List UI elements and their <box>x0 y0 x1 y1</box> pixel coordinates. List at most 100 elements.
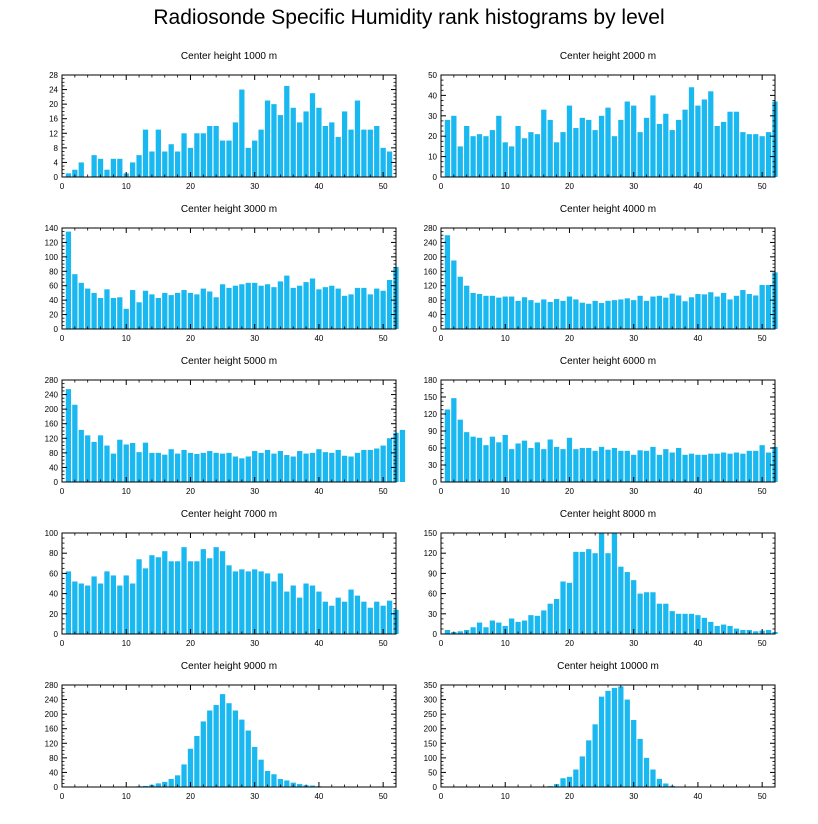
y-tick-label: 0 <box>54 630 59 639</box>
bar <box>624 298 630 329</box>
bar <box>219 284 226 329</box>
x-tick-label: 10 <box>122 639 131 648</box>
bar <box>329 285 335 329</box>
bar <box>464 432 470 482</box>
x-tick-label: 10 <box>501 182 510 191</box>
bar <box>200 133 206 177</box>
y-tick-label: 40 <box>49 590 58 599</box>
bar <box>631 719 637 787</box>
y-tick-label: 40 <box>49 296 58 305</box>
bar <box>329 122 335 177</box>
bar <box>489 130 496 177</box>
bar <box>489 436 496 482</box>
bar <box>733 628 740 634</box>
bar <box>187 748 194 787</box>
bar <box>560 778 566 787</box>
bar <box>97 158 104 177</box>
bar <box>515 126 521 177</box>
x-tick-label: 40 <box>693 334 702 343</box>
bar <box>361 287 367 329</box>
bar <box>200 721 206 787</box>
x-tick-label: 20 <box>565 487 574 496</box>
bar <box>277 778 284 787</box>
bar <box>502 434 508 482</box>
bar <box>457 419 463 482</box>
x-tick-label: 40 <box>693 639 702 648</box>
bar <box>553 598 560 634</box>
bar <box>618 566 624 634</box>
bar <box>207 558 213 634</box>
bar <box>245 571 251 634</box>
bar <box>489 295 496 329</box>
bar <box>573 299 579 329</box>
chart-title: Center height 7000 m <box>181 509 277 520</box>
y-tick-label: 120 <box>424 549 438 558</box>
bar <box>470 627 476 634</box>
y-tick-label: 160 <box>424 267 438 276</box>
bar <box>560 132 566 177</box>
bar <box>509 146 515 177</box>
bar <box>733 111 740 177</box>
bar <box>618 450 624 482</box>
bar <box>618 686 624 787</box>
bar <box>720 452 727 482</box>
bar <box>650 592 656 634</box>
bar <box>200 549 206 634</box>
bar <box>624 572 630 634</box>
bar <box>470 136 476 177</box>
x-tick-label: 20 <box>186 487 195 496</box>
bar <box>316 591 322 634</box>
bar <box>85 435 91 482</box>
chart-panel-1: 0 4 8 12 16 20 24 28 0 10 20 30 40 50 Center height 10… <box>49 51 397 191</box>
y-tick-label: 160 <box>45 725 59 734</box>
bar <box>598 446 605 482</box>
bar <box>444 235 451 329</box>
x-tick-label: 50 <box>379 182 388 191</box>
bar <box>720 624 727 634</box>
bar <box>155 452 161 482</box>
bar <box>264 449 271 482</box>
bar <box>374 601 380 634</box>
y-tick-label: 40 <box>49 463 58 472</box>
bar <box>534 615 540 634</box>
x-tick-label: 10 <box>501 487 510 496</box>
x-tick-label: 30 <box>250 639 259 648</box>
bar <box>258 129 264 177</box>
y-tick-label: 120 <box>424 410 438 419</box>
y-tick-label: 300 <box>424 696 438 705</box>
y-tick-label: 0 <box>433 173 438 182</box>
x-tick-label: 40 <box>314 487 323 496</box>
bar <box>753 450 759 482</box>
bar <box>586 119 592 177</box>
bar <box>174 561 181 634</box>
bar <box>174 775 181 787</box>
bar <box>303 583 309 634</box>
bar <box>149 452 155 482</box>
y-tick-label: 20 <box>49 311 58 320</box>
bar <box>361 601 367 634</box>
bar <box>232 456 239 482</box>
x-tick-label: 50 <box>758 792 767 801</box>
bar <box>650 95 656 177</box>
bar <box>149 555 155 634</box>
bar <box>78 282 84 329</box>
bar <box>65 571 72 634</box>
bar <box>637 450 643 482</box>
bar <box>727 299 733 329</box>
bar <box>142 290 149 329</box>
bar <box>386 600 393 634</box>
bar <box>277 115 284 177</box>
y-tick-label: 120 <box>45 238 59 247</box>
bar <box>322 126 328 177</box>
y-tick-label: 0 <box>433 478 438 487</box>
bar <box>650 446 656 482</box>
x-tick-label: 30 <box>250 487 259 496</box>
bar <box>451 398 457 482</box>
bar <box>252 282 258 329</box>
bar <box>643 592 650 634</box>
bar <box>207 451 213 482</box>
y-tick-label: 120 <box>45 434 59 443</box>
bar <box>676 119 682 177</box>
bar <box>605 449 611 482</box>
bar <box>553 142 560 177</box>
